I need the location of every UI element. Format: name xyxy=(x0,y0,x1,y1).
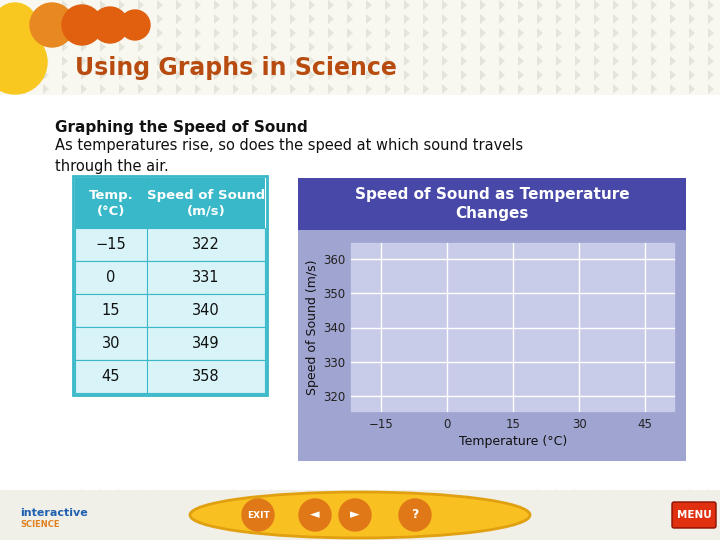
Polygon shape xyxy=(461,0,467,10)
FancyBboxPatch shape xyxy=(75,327,265,360)
Polygon shape xyxy=(252,56,258,66)
Polygon shape xyxy=(322,489,334,501)
Polygon shape xyxy=(214,56,220,66)
Polygon shape xyxy=(157,84,163,94)
Polygon shape xyxy=(442,70,448,80)
Polygon shape xyxy=(379,503,391,515)
Polygon shape xyxy=(670,42,676,52)
Polygon shape xyxy=(227,517,239,529)
Polygon shape xyxy=(417,503,429,515)
Polygon shape xyxy=(75,503,87,515)
Polygon shape xyxy=(233,28,239,38)
Polygon shape xyxy=(423,0,429,10)
FancyBboxPatch shape xyxy=(672,502,716,528)
Polygon shape xyxy=(442,0,448,10)
Polygon shape xyxy=(645,489,657,501)
Polygon shape xyxy=(81,70,87,80)
Polygon shape xyxy=(195,84,201,94)
Polygon shape xyxy=(512,503,524,515)
Polygon shape xyxy=(645,531,657,540)
Polygon shape xyxy=(366,28,372,38)
Polygon shape xyxy=(341,489,353,501)
Polygon shape xyxy=(607,531,619,540)
Polygon shape xyxy=(119,0,125,10)
Polygon shape xyxy=(398,517,410,529)
Polygon shape xyxy=(575,42,581,52)
Polygon shape xyxy=(575,28,581,38)
Polygon shape xyxy=(423,84,429,94)
Polygon shape xyxy=(632,70,638,80)
Polygon shape xyxy=(632,28,638,38)
Polygon shape xyxy=(113,503,125,515)
Text: 30: 30 xyxy=(102,336,120,351)
Polygon shape xyxy=(328,28,334,38)
Polygon shape xyxy=(588,489,600,501)
Polygon shape xyxy=(499,28,505,38)
Polygon shape xyxy=(328,0,334,10)
FancyBboxPatch shape xyxy=(298,178,686,461)
Polygon shape xyxy=(670,84,676,94)
Polygon shape xyxy=(151,517,163,529)
FancyBboxPatch shape xyxy=(75,228,265,261)
Polygon shape xyxy=(442,14,448,24)
Polygon shape xyxy=(81,28,87,38)
Polygon shape xyxy=(537,28,543,38)
Polygon shape xyxy=(208,503,220,515)
Polygon shape xyxy=(100,42,106,52)
Polygon shape xyxy=(423,42,429,52)
Polygon shape xyxy=(271,0,277,10)
Polygon shape xyxy=(708,84,714,94)
Polygon shape xyxy=(214,42,220,52)
Polygon shape xyxy=(309,28,315,38)
Text: interactive: interactive xyxy=(20,508,88,518)
Polygon shape xyxy=(252,42,258,52)
Polygon shape xyxy=(271,28,277,38)
Polygon shape xyxy=(0,517,11,529)
Polygon shape xyxy=(518,42,524,52)
Polygon shape xyxy=(651,28,657,38)
Polygon shape xyxy=(594,84,600,94)
Polygon shape xyxy=(531,503,543,515)
Polygon shape xyxy=(537,56,543,66)
Polygon shape xyxy=(379,489,391,501)
Polygon shape xyxy=(322,517,334,529)
Text: 322: 322 xyxy=(192,237,220,252)
Polygon shape xyxy=(252,28,258,38)
Polygon shape xyxy=(309,0,315,10)
Polygon shape xyxy=(613,70,619,80)
Polygon shape xyxy=(303,517,315,529)
Polygon shape xyxy=(423,14,429,24)
Polygon shape xyxy=(436,489,448,501)
Polygon shape xyxy=(81,84,87,94)
Polygon shape xyxy=(94,503,106,515)
Polygon shape xyxy=(246,489,258,501)
FancyBboxPatch shape xyxy=(75,178,265,228)
Polygon shape xyxy=(208,517,220,529)
Polygon shape xyxy=(43,56,49,66)
Polygon shape xyxy=(309,14,315,24)
Polygon shape xyxy=(62,84,68,94)
Polygon shape xyxy=(290,42,296,52)
Polygon shape xyxy=(404,0,410,10)
Polygon shape xyxy=(651,42,657,52)
Polygon shape xyxy=(461,14,467,24)
Polygon shape xyxy=(347,56,353,66)
Polygon shape xyxy=(385,42,391,52)
Polygon shape xyxy=(442,56,448,66)
Polygon shape xyxy=(233,14,239,24)
Polygon shape xyxy=(708,0,714,10)
Polygon shape xyxy=(328,84,334,94)
Polygon shape xyxy=(341,503,353,515)
Polygon shape xyxy=(436,503,448,515)
FancyBboxPatch shape xyxy=(75,360,265,393)
Polygon shape xyxy=(290,70,296,80)
Polygon shape xyxy=(24,84,30,94)
Polygon shape xyxy=(328,42,334,52)
Polygon shape xyxy=(670,0,676,10)
Polygon shape xyxy=(588,503,600,515)
FancyBboxPatch shape xyxy=(298,178,686,230)
Polygon shape xyxy=(214,0,220,10)
Polygon shape xyxy=(499,56,505,66)
Polygon shape xyxy=(18,531,30,540)
